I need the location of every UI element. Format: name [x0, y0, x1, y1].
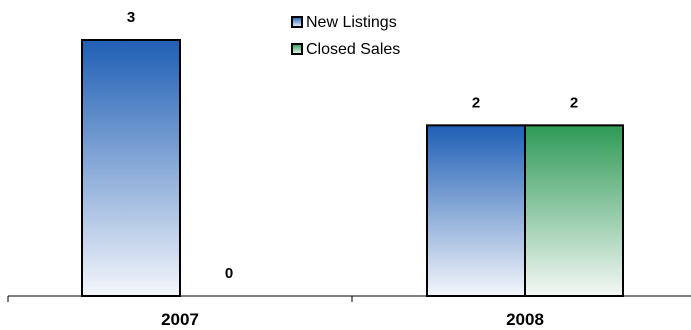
value-labels: 3 0 2 2 [127, 9, 578, 282]
data-label-new-listings-2007: 3 [127, 9, 135, 26]
legend-item-closed-sales: Closed Sales [291, 41, 400, 58]
bars [81, 39, 624, 298]
bar-closed-sales-2008 [524, 124, 624, 298]
legend: New Listings Closed Sales [291, 14, 400, 58]
x-axis-labels: 2007 2008 [161, 310, 544, 329]
legend-swatch-new-listings [291, 16, 303, 28]
legend-swatch-closed-sales [291, 43, 303, 55]
x-tick-label-2007: 2007 [161, 310, 199, 329]
data-label-closed-sales-2008: 2 [570, 94, 578, 111]
x-axis [7, 295, 691, 302]
legend-label-new-listings: New Listings [306, 14, 397, 31]
bar-new-listings-2008 [426, 124, 526, 298]
legend-item-new-listings: New Listings [291, 14, 397, 31]
bar-new-listings-2007 [81, 39, 181, 297]
legend-label-closed-sales: Closed Sales [306, 41, 400, 58]
data-label-closed-sales-2007: 0 [225, 265, 233, 282]
x-tick-label-2008: 2008 [506, 310, 544, 329]
data-label-new-listings-2008: 2 [472, 94, 480, 111]
